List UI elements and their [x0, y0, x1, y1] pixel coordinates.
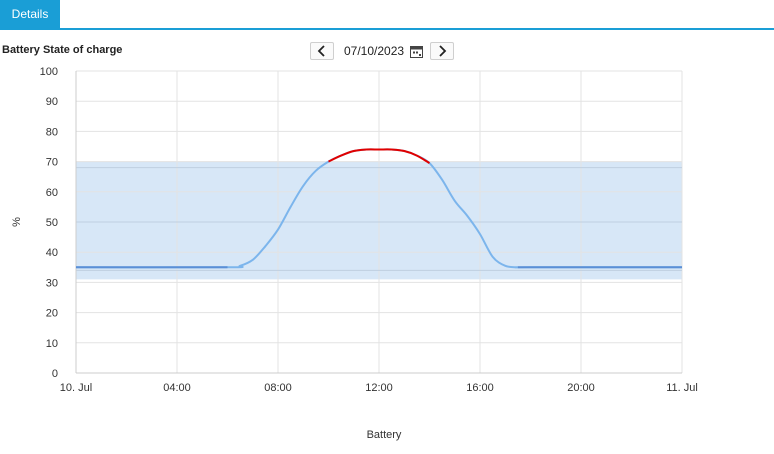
x-axis-title: Battery: [367, 429, 402, 441]
y-axis-title: %: [11, 217, 23, 227]
chevron-right-icon: [439, 45, 447, 57]
battery-soc-chart: 0 10 20 30 40 50 60 70 80 90 100 10. Jul 04:00 08:00 1…: [11, 66, 698, 441]
x-tick-label: 10. Jul: [60, 382, 92, 394]
y-tick-label: 0: [52, 368, 58, 380]
y-tick-label: 10: [46, 338, 58, 350]
previous-day-button[interactable]: [310, 42, 334, 60]
tab-details[interactable]: Details: [0, 0, 60, 28]
chart-title: Battery State of charge: [2, 44, 123, 56]
tab-bar: Details: [0, 0, 774, 30]
y-tick-label: 80: [46, 126, 58, 138]
y-tick-label: 20: [46, 308, 58, 320]
chevron-left-icon: [317, 45, 325, 57]
x-tick-label: 16:00: [466, 382, 494, 394]
y-tick-label: 100: [40, 66, 58, 78]
calendar-icon[interactable]: [408, 43, 424, 59]
y-tick-label: 40: [46, 247, 58, 259]
x-tick-label: 20:00: [567, 382, 595, 394]
y-tick-label: 30: [46, 277, 58, 289]
y-tick-label: 90: [46, 96, 58, 108]
over-range-segment: [328, 148, 431, 164]
date-navigator: 07/10/2023: [310, 41, 455, 61]
next-day-button[interactable]: [430, 42, 455, 60]
y-tick-label: 60: [46, 187, 58, 199]
date-display[interactable]: 07/10/2023: [344, 44, 405, 58]
y-tick-label: 50: [46, 217, 58, 229]
x-tick-label: 12:00: [365, 382, 393, 394]
x-tick-label: 08:00: [264, 382, 292, 394]
y-tick-label: 70: [46, 157, 58, 169]
x-tick-label: 04:00: [163, 382, 191, 394]
x-tick-label: 11. Jul: [666, 382, 698, 394]
